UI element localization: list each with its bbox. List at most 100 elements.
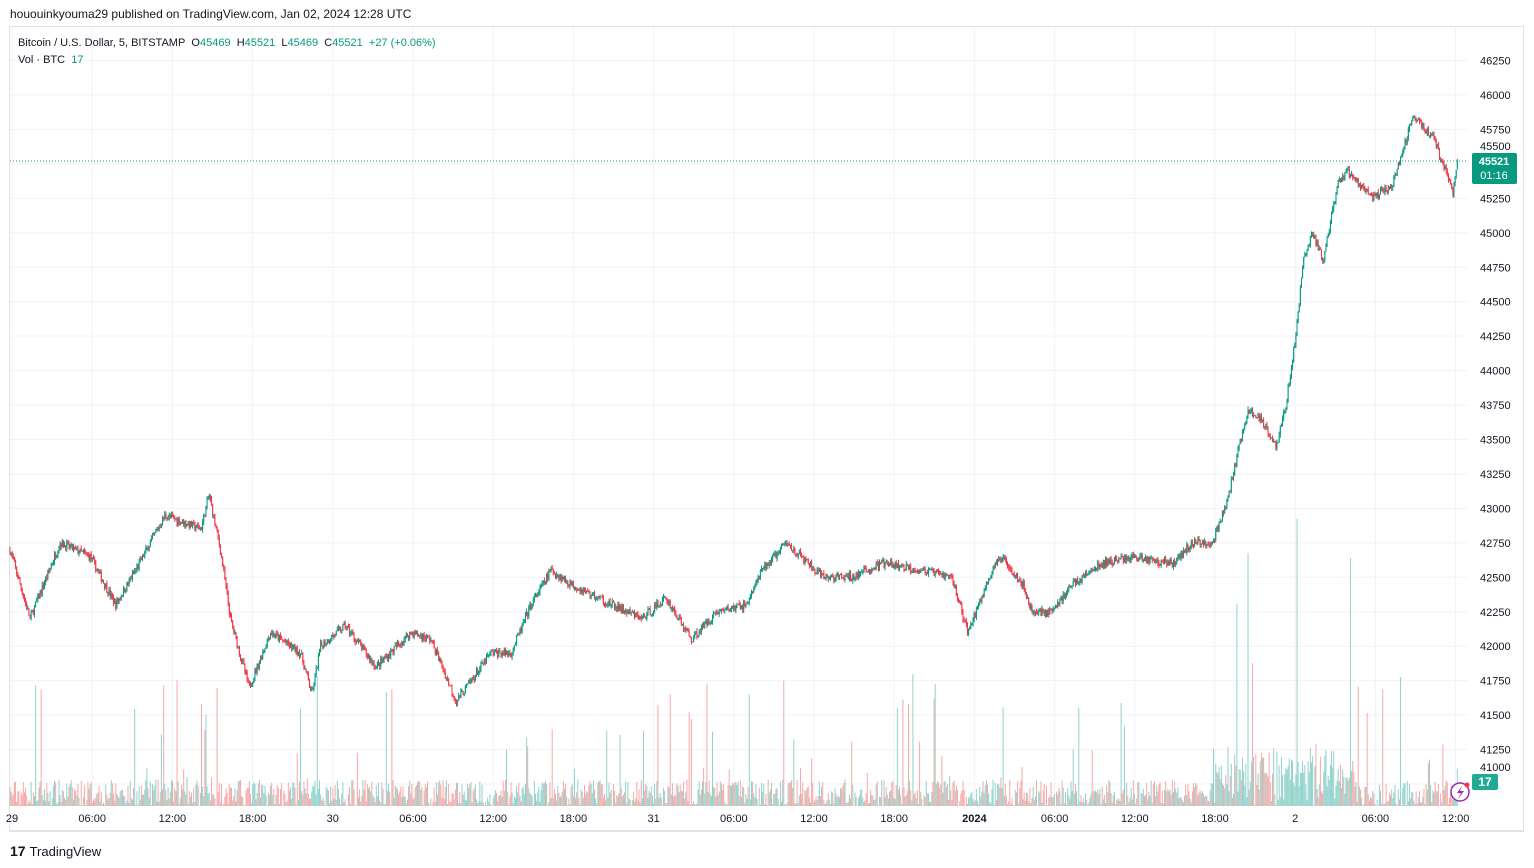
candle-body bbox=[539, 586, 541, 593]
volume-bar bbox=[471, 802, 473, 806]
volume-bar bbox=[187, 803, 189, 806]
candle-body bbox=[1184, 550, 1186, 552]
volume-bar bbox=[889, 791, 891, 806]
candle-body bbox=[78, 552, 80, 554]
volume-bar bbox=[1175, 788, 1177, 806]
candle-body bbox=[108, 589, 110, 595]
candle-body bbox=[499, 650, 501, 653]
volume-bar bbox=[334, 784, 336, 806]
candle-body bbox=[1384, 186, 1386, 193]
candle-body bbox=[352, 632, 354, 635]
candle-body bbox=[99, 571, 101, 573]
volume-bar bbox=[301, 790, 303, 806]
candle-body bbox=[1100, 564, 1102, 566]
symbol-title[interactable]: Bitcoin / U.S. Dollar, 5, BITSTAMP bbox=[18, 37, 186, 49]
volume-bar bbox=[798, 795, 800, 806]
volume-bar bbox=[67, 796, 69, 806]
volume-bar bbox=[1013, 805, 1015, 806]
candle-body bbox=[1102, 560, 1104, 568]
candle-body bbox=[347, 626, 349, 628]
candle-body bbox=[31, 610, 33, 613]
candle-body bbox=[363, 645, 365, 648]
volume-bar bbox=[1282, 774, 1284, 806]
candle-body bbox=[824, 577, 826, 580]
volume-bar bbox=[901, 803, 903, 806]
candle-body bbox=[959, 600, 961, 602]
volume-bar bbox=[573, 768, 575, 806]
volume-bar bbox=[169, 791, 171, 806]
candle-body bbox=[821, 573, 823, 576]
candle-body bbox=[135, 569, 137, 572]
candle-body bbox=[1270, 437, 1272, 439]
candle-body bbox=[629, 609, 631, 613]
volume-bar bbox=[287, 782, 289, 806]
volume-bar bbox=[364, 780, 366, 806]
candle-body bbox=[374, 667, 376, 669]
candle-body bbox=[536, 595, 538, 597]
candle-body bbox=[933, 569, 935, 576]
candle-body bbox=[82, 550, 84, 552]
tradingview-logo[interactable]: 17 TradingView bbox=[10, 843, 101, 859]
candle-body bbox=[1297, 311, 1299, 323]
candle-body bbox=[1179, 555, 1181, 558]
volume-bar bbox=[118, 798, 120, 806]
candle-body bbox=[23, 597, 25, 600]
candle-body bbox=[1020, 581, 1022, 584]
volume-bar bbox=[438, 782, 440, 806]
candle-body bbox=[42, 584, 44, 588]
candle-body bbox=[862, 571, 864, 573]
volume-bar bbox=[1273, 748, 1275, 806]
candle-body bbox=[1217, 526, 1219, 529]
volume-bar bbox=[717, 795, 719, 806]
candle-body bbox=[1202, 542, 1204, 545]
candle-body bbox=[1267, 428, 1269, 435]
candle-body bbox=[166, 517, 168, 520]
volume-bar bbox=[660, 797, 662, 806]
candle-body bbox=[173, 516, 175, 518]
candle-body bbox=[534, 595, 536, 597]
candle-body bbox=[129, 578, 131, 580]
candle-body bbox=[730, 606, 732, 610]
candle-body bbox=[1110, 558, 1112, 563]
candle-body bbox=[668, 601, 670, 604]
candle-body bbox=[447, 677, 449, 679]
volume-bar bbox=[1195, 782, 1197, 806]
candle-body bbox=[490, 650, 492, 654]
volume-bar bbox=[743, 787, 745, 806]
candle-body bbox=[1159, 565, 1161, 567]
candle-body bbox=[1077, 578, 1079, 584]
candle-body bbox=[113, 597, 115, 604]
candle-body bbox=[62, 540, 64, 548]
candle-body bbox=[455, 700, 457, 705]
volume-bar bbox=[1426, 789, 1428, 806]
volume-bar bbox=[902, 699, 904, 806]
candle-body bbox=[503, 649, 505, 655]
candle-body bbox=[948, 575, 950, 577]
volume-bar bbox=[1270, 801, 1272, 806]
volume-label[interactable]: Vol · BTC bbox=[18, 54, 66, 66]
candle-body bbox=[1408, 124, 1410, 129]
candle-body bbox=[874, 567, 876, 569]
candle-body bbox=[1388, 186, 1390, 189]
x-tick-label: 12:00 bbox=[479, 813, 507, 825]
candle-body bbox=[728, 610, 730, 612]
volume-bar bbox=[343, 802, 345, 806]
volume-bar bbox=[1387, 800, 1389, 806]
candle-body bbox=[954, 584, 956, 588]
volume-bar bbox=[847, 801, 849, 806]
volume-bar bbox=[699, 795, 701, 806]
volume-bar bbox=[1119, 801, 1121, 806]
volume-bar bbox=[264, 786, 266, 806]
candle-body bbox=[609, 601, 611, 607]
volume-bar bbox=[655, 798, 657, 806]
candle-body bbox=[461, 690, 463, 692]
volume-bar bbox=[591, 792, 593, 806]
volume-bar bbox=[742, 786, 744, 806]
candle-body bbox=[1251, 410, 1253, 416]
candle-body bbox=[152, 534, 154, 539]
volume-bar bbox=[696, 803, 698, 806]
volume-bar bbox=[569, 804, 571, 806]
volume-bar bbox=[285, 802, 287, 806]
volume-bar bbox=[1367, 794, 1369, 806]
